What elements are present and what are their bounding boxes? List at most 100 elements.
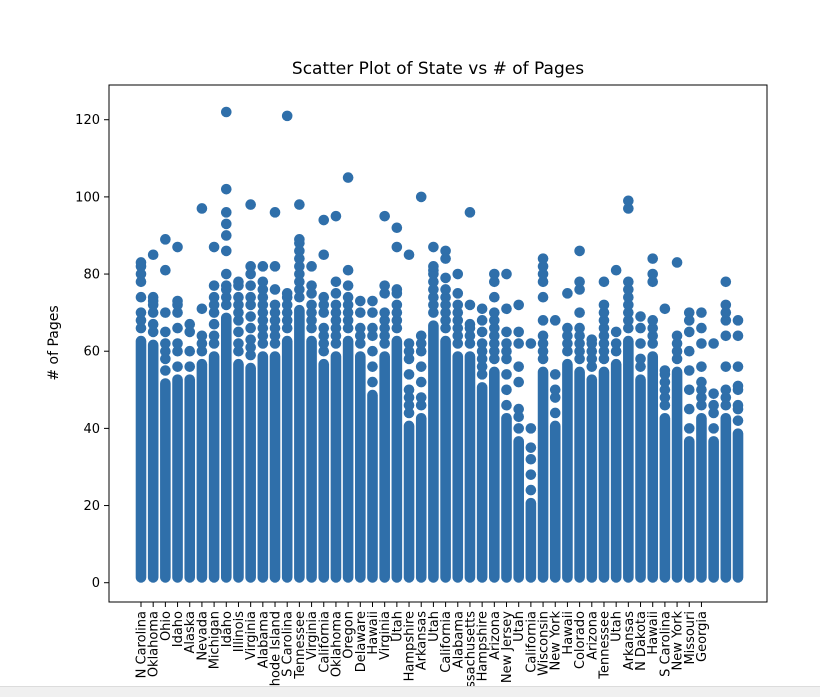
scatter-point xyxy=(233,338,244,349)
category-points-16 xyxy=(318,214,330,583)
x-tick-label: Arkansas xyxy=(622,611,637,670)
scatter-point xyxy=(732,399,744,411)
scatter-point xyxy=(464,330,476,342)
x-tick-label: Massachusetts xyxy=(463,611,478,696)
scatter-point xyxy=(476,345,488,357)
scatter-point xyxy=(452,315,464,326)
scatter-point xyxy=(501,326,512,338)
scatter-point xyxy=(306,307,317,318)
x-tick-label: Ohio xyxy=(159,611,174,641)
scatter-point xyxy=(257,338,269,349)
scatter-point xyxy=(403,407,415,419)
scatter-point xyxy=(245,299,256,311)
scatter-point xyxy=(367,361,378,372)
scatter-point xyxy=(257,291,269,303)
scatter-point xyxy=(623,322,634,334)
scatter-point xyxy=(683,326,695,338)
dense-point-cluster xyxy=(367,389,378,583)
category-points-28 xyxy=(464,207,476,583)
scatter-point xyxy=(245,261,256,272)
x-tick-label: Arkansas xyxy=(415,611,430,670)
scatter-point xyxy=(330,330,342,342)
scatter-point xyxy=(574,284,585,295)
scatter-point xyxy=(318,330,330,342)
x-tick-label: Nevada xyxy=(195,611,210,661)
dense-point-cluster xyxy=(184,374,196,583)
scatter-point xyxy=(428,291,439,303)
scatter-point xyxy=(464,338,476,349)
scatter-point xyxy=(160,264,171,276)
scatter-point xyxy=(294,284,305,295)
scatter-point xyxy=(135,257,147,268)
scatter-point xyxy=(306,288,317,299)
scatter-point xyxy=(683,384,695,396)
scatter-point xyxy=(623,291,634,303)
scatter-point xyxy=(501,369,512,380)
scatter-point xyxy=(549,315,561,326)
scatter-point xyxy=(720,299,732,311)
dense-point-cluster xyxy=(294,304,305,583)
category-points-35 xyxy=(549,315,561,583)
scatter-point xyxy=(562,338,573,349)
scatter-point xyxy=(598,315,610,326)
scatter-point xyxy=(732,415,744,426)
scatter-point xyxy=(220,280,232,291)
scatter-point xyxy=(635,353,646,365)
scatter-point xyxy=(525,338,537,349)
scatter-point xyxy=(391,284,403,295)
x-tick-label: Alabama xyxy=(451,611,466,668)
scatter-point xyxy=(391,222,403,234)
x-tick-label: Utah xyxy=(610,611,625,642)
scatter-point xyxy=(135,291,147,303)
category-points-6 xyxy=(196,203,208,583)
scatter-point xyxy=(367,376,378,388)
scatter-point xyxy=(330,276,342,288)
scatter-point xyxy=(233,345,244,357)
scatter-point xyxy=(513,299,524,311)
scatter-point xyxy=(269,330,281,342)
scatter-point xyxy=(294,234,305,245)
scatter-point xyxy=(160,234,171,245)
scatter-point xyxy=(671,257,683,268)
scatter-point xyxy=(683,307,695,318)
scatter-point xyxy=(659,384,671,396)
y-tick-label: 120 xyxy=(75,113,100,128)
scatter-point xyxy=(574,276,585,288)
scatter-point xyxy=(598,322,610,334)
chart-title: Scatter Plot of State vs # of Pages xyxy=(292,59,584,79)
scatter-point xyxy=(245,268,256,280)
scatter-point xyxy=(562,288,573,299)
scatter-point xyxy=(623,315,634,326)
scatter-point xyxy=(306,280,317,291)
scatter-point xyxy=(659,392,671,403)
scatter-point xyxy=(647,338,659,349)
scatter-point xyxy=(708,407,719,419)
scatter-point xyxy=(184,326,196,338)
dense-point-cluster xyxy=(415,412,427,583)
scatter-point xyxy=(391,241,403,253)
scatter-point xyxy=(172,338,183,349)
y-tick-label: 40 xyxy=(83,422,100,437)
scatter-point xyxy=(501,338,512,349)
scatter-point xyxy=(489,291,500,303)
category-points-38 xyxy=(586,334,598,583)
scatter-point xyxy=(415,330,427,342)
x-tick-label: Delaware xyxy=(354,611,369,672)
scatter-point xyxy=(294,261,305,272)
scatter-point xyxy=(379,280,390,291)
scatter-point xyxy=(720,384,732,396)
scatter-point xyxy=(489,338,500,349)
scatter-point xyxy=(196,338,208,349)
scatter-point xyxy=(635,361,646,372)
scatter-point xyxy=(598,276,610,288)
dense-point-cluster xyxy=(330,351,342,583)
category-points-31 xyxy=(501,268,512,583)
scatter-point xyxy=(196,330,208,342)
scatter-point xyxy=(391,322,403,334)
scatter-point xyxy=(525,423,537,434)
category-points-21 xyxy=(379,210,390,583)
x-tick-label: Alaska xyxy=(183,611,198,654)
scatter-point xyxy=(476,361,488,372)
scatter-point xyxy=(342,322,354,334)
